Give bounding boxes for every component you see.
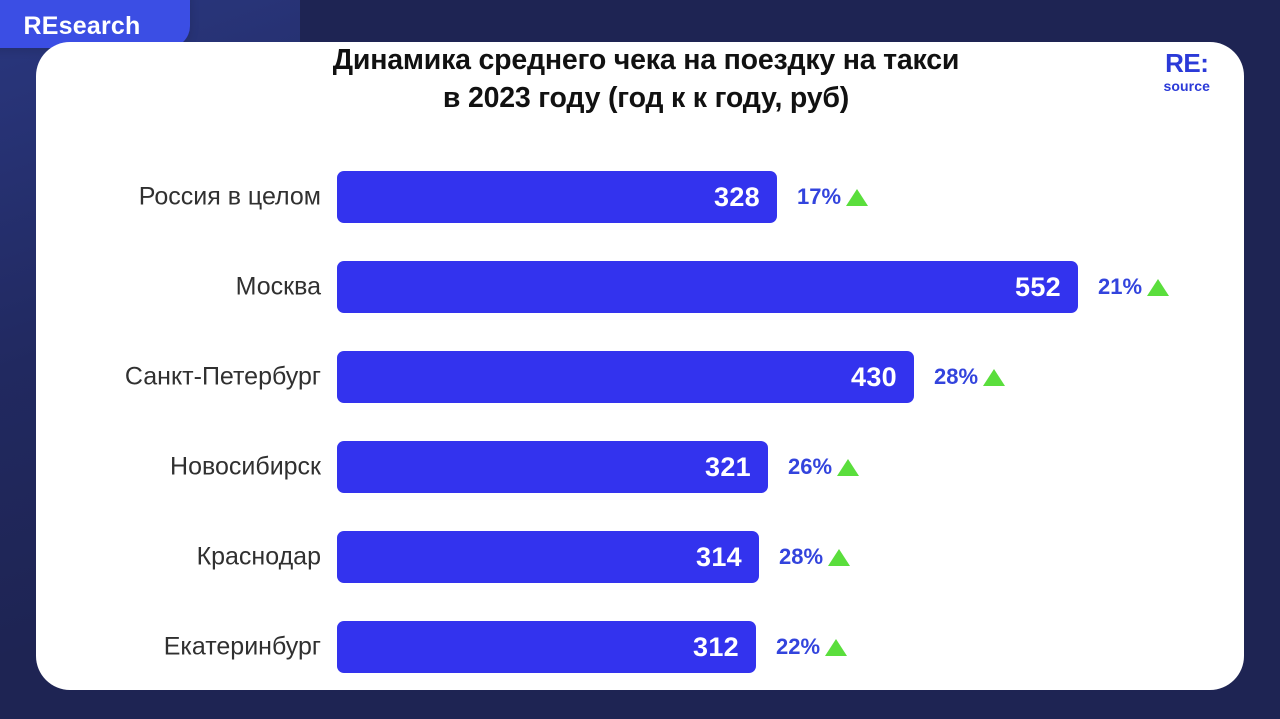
chart-title: Динамика среднего чека на поездку на так… <box>186 42 1106 118</box>
category-label: Россия в целом <box>138 182 321 211</box>
value-bar: 328 <box>337 171 777 223</box>
bar-area: 314 28% <box>337 531 1244 583</box>
category-label: Екатеринбург <box>163 632 321 661</box>
bar-value-label: 314 <box>696 541 742 572</box>
brand-tab: REsearch <box>0 0 190 48</box>
growth-percent-label: 28% <box>934 364 979 389</box>
chart-row: Россия в целом 328 17% <box>36 152 1244 242</box>
growth-indicator: 26% <box>788 454 860 479</box>
chart-row: Санкт-Петербург 430 28% <box>36 332 1244 422</box>
category-label: Санкт-Петербург <box>124 362 321 391</box>
growth-indicator: 28% <box>934 364 1006 389</box>
logo-sub-text: source <box>1163 78 1210 94</box>
chart-card: RE: source Динамика среднего чека на пое… <box>36 42 1244 690</box>
arrow-up-icon <box>825 638 848 656</box>
chart-row: Москва 552 21% <box>36 242 1244 332</box>
growth-percent-label: 26% <box>788 454 833 479</box>
bar-value-label: 328 <box>714 181 760 212</box>
growth-indicator: 17% <box>797 184 869 209</box>
bar-value-label: 552 <box>1015 271 1061 302</box>
chart-row: Новосибирск 321 26% <box>36 422 1244 512</box>
bar-area: 430 28% <box>337 351 1244 403</box>
category-label: Москва <box>235 272 321 301</box>
logo-main-text: RE: <box>1165 48 1209 78</box>
arrow-up-icon <box>1147 278 1170 296</box>
value-bar: 430 <box>337 351 914 403</box>
bar-area: 328 17% <box>337 171 1244 223</box>
category-label: Новосибирск <box>170 452 321 481</box>
chart-row: Екатеринбург 312 22% <box>36 602 1244 692</box>
bar-area: 312 22% <box>337 621 1244 673</box>
value-bar: 321 <box>337 441 768 493</box>
chart-title-line-1: Динамика среднего чека на поездку на так… <box>332 44 960 76</box>
chart-title-line-2: в 2023 году (год к к году, руб) <box>442 81 850 114</box>
bar-value-label: 321 <box>705 451 751 482</box>
arrow-up-icon <box>846 188 869 206</box>
value-bar: 314 <box>337 531 759 583</box>
category-label: Краснодар <box>196 542 321 571</box>
brand-tab-label: REsearch <box>23 12 141 40</box>
resource-logo: RE: source <box>1163 50 1210 93</box>
bar-area: 321 26% <box>337 441 1244 493</box>
chart-row: Краснодар 314 28% <box>36 512 1244 602</box>
growth-indicator: 28% <box>779 544 851 569</box>
bar-value-label: 430 <box>851 361 897 392</box>
growth-indicator: 22% <box>776 634 848 659</box>
bar-value-label: 312 <box>693 631 739 662</box>
growth-percent-label: 22% <box>776 634 821 659</box>
growth-percent-label: 21% <box>1098 274 1143 299</box>
growth-indicator: 21% <box>1098 274 1170 299</box>
arrow-up-icon <box>828 548 851 566</box>
arrow-up-icon <box>983 368 1006 386</box>
value-bar: 552 <box>337 261 1078 313</box>
bar-area: 552 21% <box>337 261 1244 313</box>
arrow-up-icon <box>837 458 860 476</box>
bar-chart-rows: Россия в целом 328 17% Москва 552 21% Санкт-Пе… <box>36 152 1244 692</box>
growth-percent-label: 28% <box>779 544 824 569</box>
value-bar: 312 <box>337 621 756 673</box>
growth-percent-label: 17% <box>797 184 842 209</box>
